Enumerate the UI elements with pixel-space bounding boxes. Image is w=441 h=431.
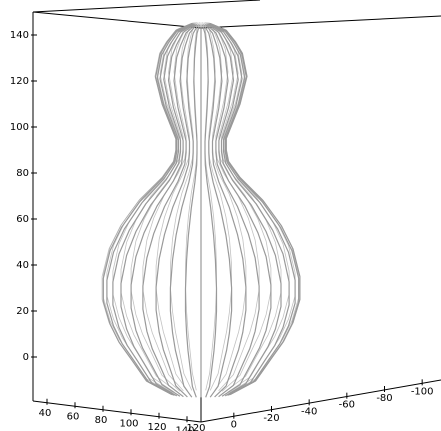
box-edge [200,15,441,29]
z-tick-label: 80 [16,168,29,179]
meridian [204,24,247,398]
z-tick-label: 0 [23,352,29,363]
meridian [102,23,193,395]
z-tick-label: 120 [10,76,29,87]
meridian [209,22,300,394]
meridian [170,22,199,391]
meridian [203,22,232,391]
meridian [208,23,290,396]
x-tick-label: 100 [119,418,138,429]
meridian [209,22,290,393]
y-tick-label: -60 [339,400,355,411]
y-tick-label: 0 [231,420,237,431]
meridian [207,22,272,392]
meridian [155,22,198,391]
z-tick-label: 100 [10,122,29,133]
x-tick-label: 80 [95,415,108,426]
x-tick-label: 120 [147,422,166,431]
meridian [184,24,201,398]
meridian [204,22,247,391]
box-edge [32,11,202,29]
meridian [202,22,217,391]
x-tick-label: 40 [39,408,52,419]
y-axis [200,379,441,423]
box [32,0,441,423]
meridian [209,22,296,394]
z-tick-label: 140 [10,30,29,41]
x-tick-label: 60 [67,411,80,422]
z-tick-label: 60 [16,214,29,225]
meridian [142,22,196,392]
meridian [130,23,195,397]
y-tick-label: -40 [301,406,317,417]
meridian [112,23,194,396]
meridian [155,24,198,398]
corner-label: 120 [186,423,205,431]
meridian [208,22,282,393]
meridian [205,23,260,398]
y-tick-label: -20 [263,413,279,424]
z-tick-label: 20 [16,306,29,317]
y-tick-label: -80 [376,393,392,404]
meridian [203,24,233,398]
x-tick-label: 140 [175,425,194,431]
meridian [120,23,194,397]
z-tick-label: 40 [16,260,29,271]
meridian [130,22,195,392]
meridian [142,23,197,398]
x-axis [32,400,202,423]
y-tick-label: -100 [411,386,434,397]
meridian [106,23,193,396]
meridian [208,23,282,397]
box-edge [32,0,261,13]
meridian [209,23,296,396]
meridian [169,24,199,398]
meridian [206,22,260,392]
